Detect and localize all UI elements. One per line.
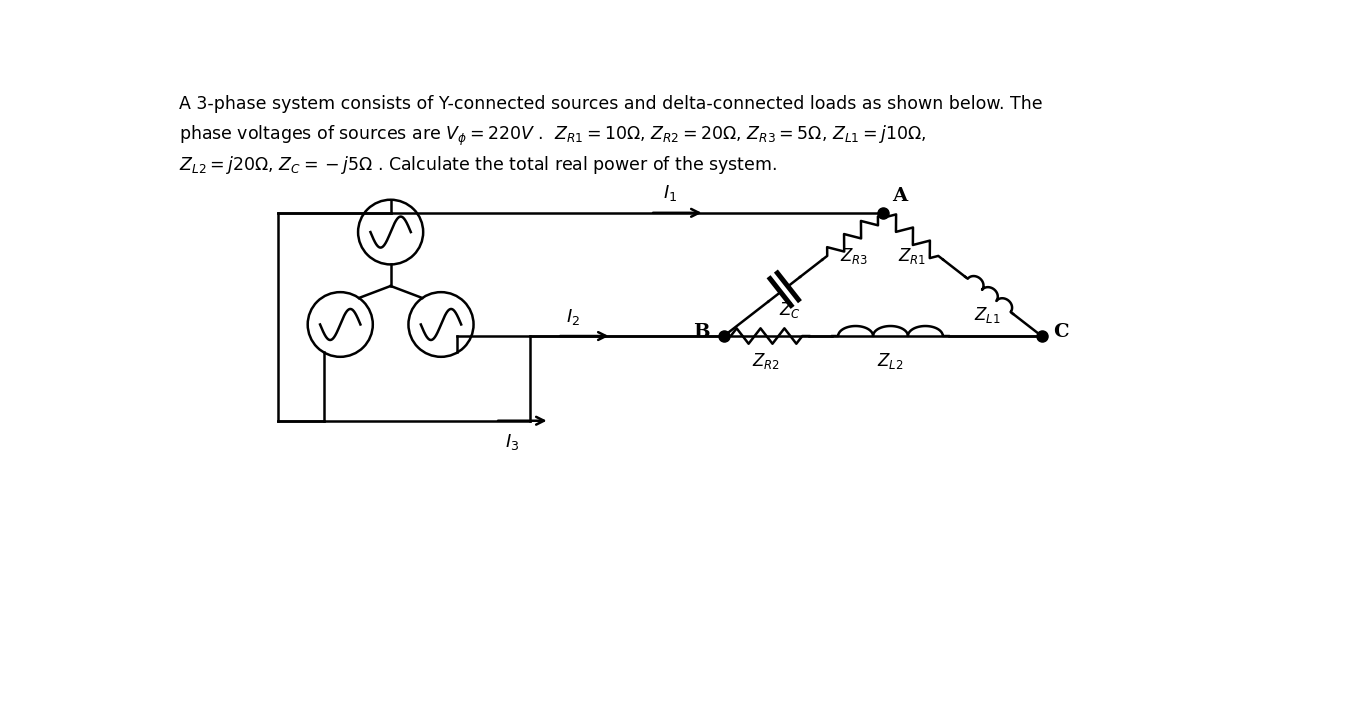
Text: $Z_C$: $Z_C$ — [779, 300, 801, 320]
Text: phase voltages of sources are $V_\phi = 220V$ .  $Z_{R1} = 10\Omega$, $Z_{R2} = : phase voltages of sources are $V_\phi = … — [179, 124, 926, 149]
Text: C: C — [1054, 323, 1069, 341]
Text: $Z_{L2} = j20\Omega$, $Z_C = -j5\Omega$ . Calculate the total real power of the : $Z_{L2} = j20\Omega$, $Z_C = -j5\Omega$ … — [179, 154, 777, 176]
Text: $I_1$: $I_1$ — [663, 183, 676, 203]
Text: $I_3$: $I_3$ — [505, 432, 519, 452]
Text: $I_2$: $I_2$ — [566, 307, 580, 327]
Text: A: A — [892, 187, 907, 205]
Text: B: B — [694, 323, 710, 341]
Text: $Z_{R1}$: $Z_{R1}$ — [898, 246, 926, 265]
Text: $Z_{L1}$: $Z_{L1}$ — [974, 305, 1001, 325]
Text: $Z_{L2}$: $Z_{L2}$ — [877, 352, 903, 371]
Text: $Z_{R2}$: $Z_{R2}$ — [752, 352, 781, 371]
Text: A 3-phase system consists of Y-connected sources and delta-connected loads as sh: A 3-phase system consists of Y-connected… — [179, 95, 1043, 113]
Text: $Z_{R3}$: $Z_{R3}$ — [839, 246, 868, 265]
